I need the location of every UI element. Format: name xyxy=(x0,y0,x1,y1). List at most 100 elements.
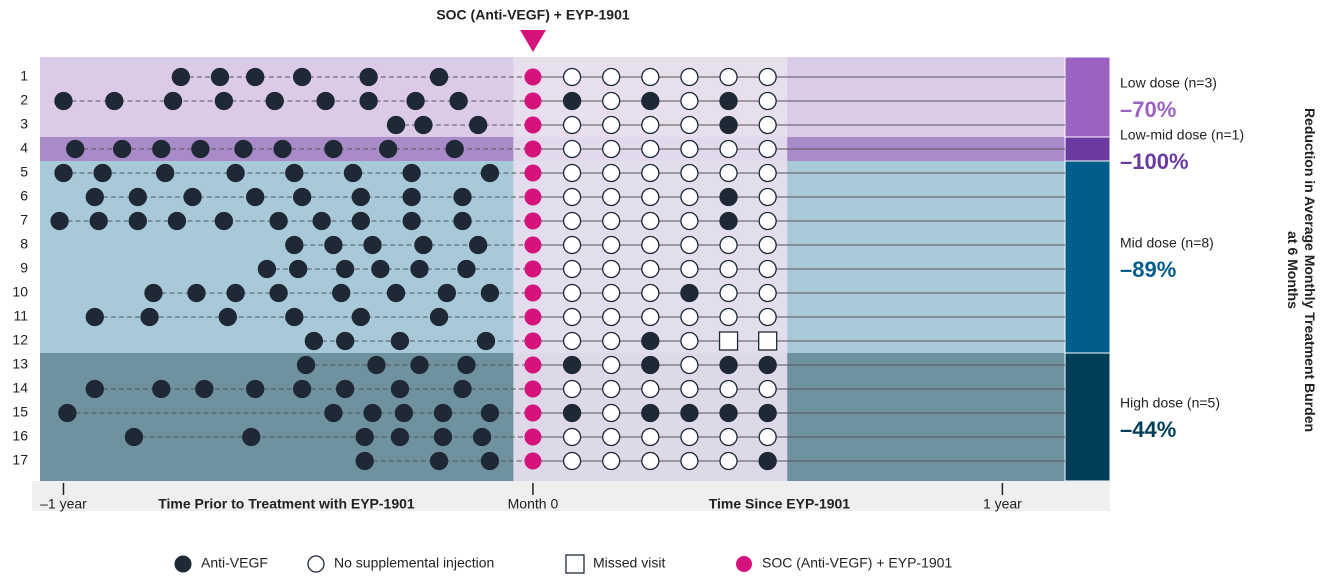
prior-injection xyxy=(410,259,429,279)
row-label: 4 xyxy=(20,140,28,156)
prior-injection xyxy=(367,355,386,375)
no-injection xyxy=(602,187,621,207)
no-injection xyxy=(719,451,738,471)
prior-injection xyxy=(152,379,171,399)
treatment xyxy=(524,68,542,86)
no-injection xyxy=(758,235,777,255)
treatment xyxy=(524,284,542,302)
prior-injection xyxy=(242,427,261,447)
no-injection xyxy=(562,331,582,351)
prior-injection xyxy=(292,379,312,399)
no-injection xyxy=(641,451,660,471)
prior-injection xyxy=(324,403,343,423)
legend-label: Anti-VEGF xyxy=(201,555,268,571)
no-injection xyxy=(602,235,621,255)
no-injection xyxy=(602,427,621,447)
prior-injection xyxy=(58,403,77,423)
prior-injection xyxy=(363,403,382,423)
group-value: –89% xyxy=(1120,257,1176,282)
no-injection xyxy=(562,115,582,135)
group-bar xyxy=(1064,56,1111,138)
prior-injection xyxy=(453,379,472,399)
prior-injection xyxy=(289,259,308,279)
prior-injection xyxy=(214,211,234,231)
x-tick-label: Month 0 xyxy=(508,496,559,512)
prior-injection xyxy=(113,139,132,159)
treatment xyxy=(524,404,542,422)
no-injection xyxy=(758,139,777,159)
no-injection xyxy=(719,163,738,183)
treatment xyxy=(524,260,542,278)
no-injection xyxy=(758,427,777,447)
prior-injection xyxy=(54,163,73,183)
row-label: 17 xyxy=(12,452,28,468)
row-label: 6 xyxy=(20,188,28,204)
legend-marker xyxy=(174,555,192,573)
prior-injection xyxy=(480,451,500,471)
right-title-line: Reduction in Average Monthly Treatment B… xyxy=(1302,108,1318,432)
prior-injection xyxy=(433,403,453,423)
no-injection xyxy=(680,331,699,351)
no-injection xyxy=(719,283,738,303)
prior-injection xyxy=(128,211,147,231)
no-injection xyxy=(719,139,738,159)
prior-injection xyxy=(183,187,202,207)
prior-injection xyxy=(304,331,324,351)
row-label: 13 xyxy=(12,356,28,372)
no-injection xyxy=(562,451,582,471)
no-injection xyxy=(758,67,777,87)
no-injection xyxy=(719,259,738,279)
prior-injection xyxy=(457,259,476,279)
no-injection xyxy=(602,91,621,111)
prior-injection xyxy=(351,187,370,207)
no-injection xyxy=(562,163,582,183)
prior-injection xyxy=(336,331,355,351)
no-injection xyxy=(758,187,777,207)
no-injection xyxy=(680,91,699,111)
no-injection xyxy=(680,211,699,231)
prior-injection xyxy=(285,163,304,183)
no-injection xyxy=(719,307,738,327)
prior-injection xyxy=(355,427,374,447)
no-injection xyxy=(641,379,660,399)
post-injection xyxy=(719,187,738,207)
group-name: Mid dose (n=8) xyxy=(1120,235,1214,251)
prior-injection xyxy=(472,427,492,447)
legend-label: Missed visit xyxy=(593,555,665,571)
prior-injection xyxy=(195,379,214,399)
prior-injection xyxy=(54,91,73,111)
no-injection xyxy=(562,139,582,159)
prior-injection xyxy=(105,91,124,111)
no-injection xyxy=(680,187,699,207)
treatment xyxy=(524,92,542,110)
prior-injection xyxy=(476,331,496,351)
post-injection xyxy=(758,451,777,471)
post-injection xyxy=(719,211,738,231)
no-injection xyxy=(719,235,738,255)
row-label: 11 xyxy=(13,308,28,324)
post-injection xyxy=(719,355,738,375)
prior-injection xyxy=(218,307,237,327)
x-label-left: Time Prior to Treatment with EYP-1901 xyxy=(158,496,415,512)
no-injection xyxy=(641,307,660,327)
post-injection xyxy=(680,403,699,423)
no-injection xyxy=(641,211,660,231)
no-injection xyxy=(562,307,582,327)
row-label: 14 xyxy=(12,380,28,396)
x-tick-label: 1 year xyxy=(983,496,1022,512)
treatment xyxy=(524,116,542,134)
prior-injection xyxy=(167,211,187,231)
prior-injection xyxy=(246,67,265,87)
prior-injection xyxy=(390,379,410,399)
prior-injection xyxy=(445,139,464,159)
group-name: Low-mid dose (n=1) xyxy=(1120,127,1244,143)
no-injection xyxy=(680,115,699,135)
no-injection xyxy=(602,115,621,135)
post-injection xyxy=(641,355,660,375)
prior-injection xyxy=(414,235,433,255)
row-label: 5 xyxy=(20,164,28,180)
row-label: 3 xyxy=(20,116,28,132)
prior-injection xyxy=(226,163,245,183)
prior-injection xyxy=(351,211,370,231)
prior-injection xyxy=(50,211,69,231)
